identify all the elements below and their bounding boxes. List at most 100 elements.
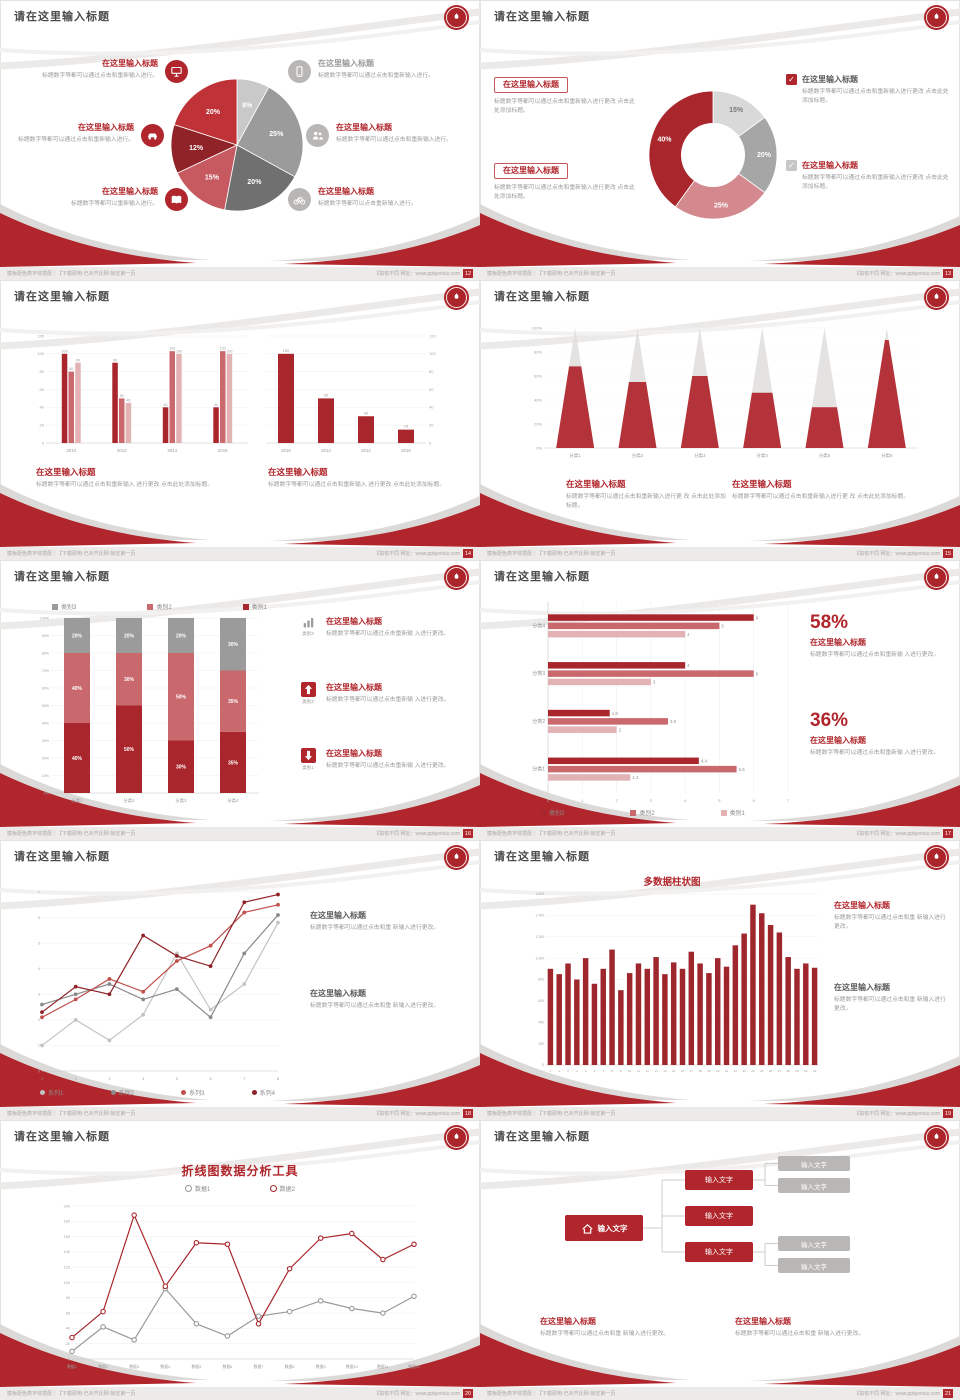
legend-item: 类别3 [540, 808, 564, 817]
svg-text:20%: 20% [42, 756, 50, 760]
svg-text:50%: 50% [42, 704, 50, 708]
svg-text:4: 4 [687, 632, 690, 637]
svg-text:80: 80 [66, 1296, 70, 1300]
slide-title: 请在这里输入标题 [14, 11, 110, 23]
svg-text:3.5: 3.5 [670, 719, 677, 724]
slide-14[interactable]: 请在这里输入标题 0 20 40 60 80 100 120 100 80 90 2010 90 50 4… [0, 280, 480, 560]
svg-text:数据4: 数据4 [160, 1364, 170, 1369]
block-title: 在这里输入标题 [310, 989, 366, 998]
footer-left-text: 模板配色类字体搭配｜【下载即用-已对齐比例-锁定第一页 [7, 831, 136, 837]
callout: 类别3 在这里输入标题 标题数字等都可以通过点击重新输 入进行更改。 [298, 616, 472, 639]
svg-text:2: 2 [558, 1069, 560, 1073]
logo-ring [926, 7, 947, 28]
svg-text:9: 9 [620, 1069, 622, 1073]
svg-text:2: 2 [38, 1018, 40, 1022]
text-block: 在这里输入标题 标题数字等都可以通过点击和重新输入 进行更改 点击此处添加标题。 [268, 466, 458, 490]
slide-footer: 模板配色类字体搭配｜【下载即用-已对齐比例-锁定第一页 【如有不同 网址：www… [0, 547, 480, 560]
block-body: 标题数字等都可以通过点击和重 新输入进行更改。 [310, 924, 440, 931]
svg-text:8: 8 [611, 1069, 613, 1073]
slide-footer: 模板配色类字体搭配｜【下载即用-已对齐比例-锁定第一页 【如有不同 网址：www… [480, 547, 960, 560]
svg-text:200: 200 [538, 1042, 544, 1046]
svg-text:4: 4 [142, 1077, 144, 1081]
page-number: 20 [463, 1389, 473, 1398]
slide-13[interactable]: 请在这里输入标题 在这里输入标题 标题数字等都可以通过点击和重新输入进行更改 点… [480, 0, 960, 280]
block-title: 在这里输入标题 [732, 479, 792, 489]
svg-text:40%: 40% [534, 397, 542, 402]
slide-21[interactable]: 请在这里输入标题 输入文字 输入文字 输入文字 输入文字 输入文字 输入文字 输… [480, 1120, 960, 1400]
svg-text:20%: 20% [124, 633, 135, 639]
stat-block: 36% 在这里输入标题 标题数字等都可以通过点击和重新输 入进行更改。 [810, 710, 950, 758]
slide-16[interactable]: 请在这里输入标题 类别3 类别2 类别1 0% 10% 20% 30% 40% 50% 60… [0, 560, 480, 840]
legend-marker [185, 1185, 192, 1192]
svg-text:50%: 50% [124, 747, 135, 753]
legend-marker [40, 1090, 45, 1095]
svg-text:70%: 70% [42, 669, 50, 673]
page-number: 13 [943, 269, 953, 278]
cone-chart: 0% 20% 40% 60% 80% 100% 分类1 分类2 分类3 分类4 分类5 分类6 [532, 325, 918, 459]
svg-text:分类2: 分类2 [123, 797, 135, 804]
block-title: 在这里输入标题 [540, 1317, 596, 1326]
footer-right-text: 【如有不同 网址：www.pptgenius.com [854, 831, 940, 837]
svg-text:100: 100 [37, 351, 44, 356]
svg-text:60: 60 [429, 387, 434, 392]
school-logo-badge [924, 5, 949, 30]
slide-19[interactable]: 请在这里输入标题 多数据柱状图 0 200 400 600 800 1,000 1,200 1… [480, 840, 960, 1120]
logo-ring [926, 287, 947, 308]
slide-20[interactable]: 请在这里输入标题 折线图数据分析工具 数据1 数据2 0 20 40 60 80 100 1… [0, 1120, 480, 1400]
school-logo-badge [924, 285, 949, 310]
slide-17[interactable]: 请在这里输入标题 0 1 2 3 4 5 6 7 6 5 4 分类4 4 6 3 分类3 1.8 3.5 2 分类2 4… [480, 560, 960, 840]
svg-text:数据12: 数据12 [408, 1364, 420, 1369]
svg-text:数据10: 数据10 [346, 1364, 358, 1369]
diagram-node-label: 输入文字 [597, 1223, 628, 1233]
logo-ring [446, 847, 467, 868]
svg-text:23: 23 [742, 1069, 746, 1073]
slide-decoration [480, 568, 960, 827]
bar-chart-icon [302, 616, 315, 629]
svg-text:2016: 2016 [281, 448, 291, 453]
svg-text:100: 100 [283, 348, 290, 353]
svg-text:1,200: 1,200 [536, 935, 545, 939]
svg-text:14: 14 [663, 1069, 667, 1073]
svg-text:分类4: 分类4 [532, 622, 545, 629]
svg-text:80%: 80% [42, 651, 50, 655]
svg-text:120: 120 [37, 333, 44, 338]
slide-12[interactable]: 请在这里输入标题 在这里输入标题 标题数字等都可以通过点击和重新输入进行。 在这… [0, 0, 480, 280]
svg-text:12%: 12% [189, 145, 204, 152]
svg-text:数据8: 数据8 [285, 1364, 295, 1369]
callout-title: 在这里输入标题 [494, 76, 568, 93]
slide-decoration [0, 288, 480, 547]
footer-right-text: 【如有不同 网址：www.pptgenius.com [854, 1391, 940, 1397]
legend-label: 类别1 [251, 605, 267, 611]
callout: ✓ 在这里输入标题 标题数字等都可以通过点击和重新输入进行更改 点击此处添加标题。 [786, 160, 950, 193]
checkbox-icon: ✓ [786, 160, 797, 171]
icon-caption: 类别3 [302, 631, 314, 636]
svg-text:50: 50 [324, 392, 329, 397]
svg-text:数据5: 数据5 [192, 1364, 202, 1369]
svg-text:22: 22 [734, 1069, 738, 1073]
svg-text:3: 3 [650, 798, 653, 803]
slide-footer: 模板配色类字体搭配｜【下载即用-已对齐比例-锁定第一页 【如有不同 网址：www… [0, 1107, 480, 1120]
footer-right-text: 【如有不同 网址：www.pptgenius.com [374, 271, 460, 277]
block-body: 标题数字等都可以通过点击和重 新输入进行更改。 [310, 1002, 440, 1009]
svg-text:数据3: 数据3 [129, 1364, 139, 1369]
svg-text:60: 60 [66, 1311, 70, 1315]
diagram-leaf-node: 输入文字 [778, 1178, 850, 1193]
callout-body: 标题数字等都可以重新输入进行。 [71, 200, 158, 207]
legend-swatch [242, 603, 249, 610]
svg-text:分类3: 分类3 [175, 797, 187, 804]
svg-text:20%: 20% [757, 152, 772, 159]
school-logo-badge [444, 285, 469, 310]
legend-label: 数据1 [195, 1187, 211, 1193]
footer-left-text: 模板配色类字体搭配｜【下载即用-已对齐比例-锁定第一页 [487, 1391, 616, 1397]
slide-footer: 模板配色类字体搭配｜【下载即用-已对齐比例-锁定第一页 【如有不同 网址：www… [0, 267, 480, 280]
stat-body: 标题数字等都可以通过点击和重新输 入进行更改。 [810, 749, 940, 756]
stat-body: 标题数字等都可以通过点击和重新输 入进行更改。 [810, 651, 940, 658]
logo-ring [926, 1127, 947, 1148]
svg-text:25: 25 [760, 1069, 764, 1073]
svg-text:24: 24 [751, 1069, 755, 1073]
slide-15[interactable]: 请在这里输入标题 0% 20% 40% 60% 80% 100% 分类1 分类2 分类3 分类4 分… [480, 280, 960, 560]
text-block: 在这里输入标题 标题数字等都可以通过点击和重 新输入进行更改。 [310, 910, 468, 933]
checkbox-icon: ✓ [786, 74, 797, 85]
legend-label: 系列2 [118, 1091, 134, 1097]
